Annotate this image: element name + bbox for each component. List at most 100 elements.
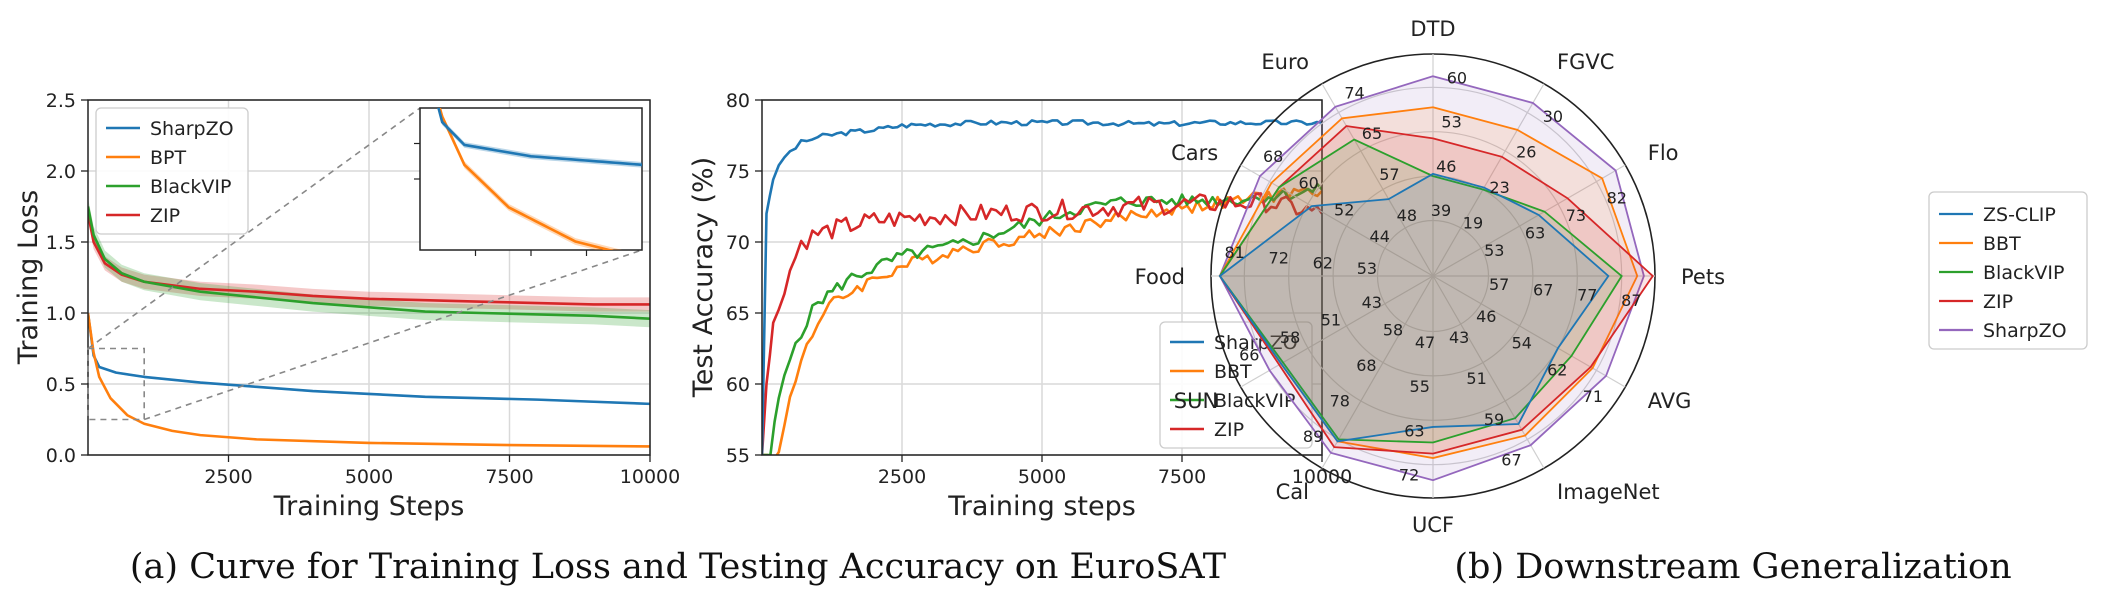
radar-ring-value: 39 xyxy=(1431,201,1451,220)
radar-ring-value: 26 xyxy=(1516,143,1536,162)
radar-axis-label-imagenet: ImageNet xyxy=(1557,480,1660,504)
acc-ylabel: Test Accuracy (%) xyxy=(688,157,719,398)
radar-axis-label-pets: Pets xyxy=(1681,265,1725,289)
caption-a: (a) Curve for Training Loss and Testing … xyxy=(130,547,1226,587)
radar-series xyxy=(1218,75,1654,482)
radar-ring-value: 43 xyxy=(1449,328,1469,347)
radar-ring-value: 74 xyxy=(1344,83,1364,102)
radar-ring-value: 51 xyxy=(1466,369,1486,388)
loss-ylabel: Training Loss xyxy=(13,190,44,365)
radar-ring-value: 77 xyxy=(1577,286,1597,305)
radar-ring-value: 67 xyxy=(1533,280,1553,299)
radar-ring-value: 30 xyxy=(1543,107,1563,126)
radar-ring-value: 89 xyxy=(1303,427,1323,446)
radar-axis-label-cars: Cars xyxy=(1171,141,1218,165)
radar-ring-value: 46 xyxy=(1476,307,1496,326)
radar-spoke xyxy=(1240,164,1434,277)
blackvip-line xyxy=(88,206,650,320)
loss-xlabel: Training Steps xyxy=(273,491,465,522)
radar-legend-label-zs-clip: ZS-CLIP xyxy=(1983,204,2056,226)
radar-ring-value: 72 xyxy=(1269,248,1289,267)
radar-legend-label-blackvip: BlackVIP xyxy=(1983,262,2064,284)
acc-axis-ticks: 2500 5000 7500 10000 55 60 65 70 75 80 xyxy=(726,90,1352,488)
radar-ring-value: 82 xyxy=(1607,189,1627,208)
zs-clip-radar-area xyxy=(1218,172,1610,443)
inset-series xyxy=(437,108,642,250)
radar-ring-value: 58 xyxy=(1383,320,1403,339)
radar-ring-value: 63 xyxy=(1404,421,1424,440)
x-tick-label: 7500 xyxy=(1158,466,1206,488)
loss-legend: SharpZO BPT BlackVIP ZIP xyxy=(95,107,249,235)
radar-ring-value: 71 xyxy=(1583,387,1603,406)
y-tick-label: 2.5 xyxy=(46,90,76,112)
training-loss-chart: 2500 5000 7500 10000 0.0 0.5 1.0 1.5 2.0 2.5 Trai… xyxy=(13,90,680,522)
loss-axis-ticks: 2500 5000 7500 10000 0.0 0.5 1.0 1.5 2.0 2.5 xyxy=(46,90,680,488)
y-tick-label: 80 xyxy=(726,90,750,112)
radar-ring-value: 63 xyxy=(1525,223,1545,242)
radar-ring-value: 54 xyxy=(1512,334,1532,353)
radar-ring-value: 66 xyxy=(1239,345,1259,364)
radar-ring-value: 55 xyxy=(1410,377,1430,396)
radar-ring-value: 46 xyxy=(1436,157,1456,176)
radar-ring-value: 23 xyxy=(1489,178,1509,197)
sharpzo-line xyxy=(762,119,1322,455)
y-tick-label: 0.0 xyxy=(46,445,76,467)
y-tick-label: 70 xyxy=(726,232,750,254)
radar-ring-value: 68 xyxy=(1356,356,1376,375)
bbt-radar-area xyxy=(1218,106,1639,459)
radar-ring-value: 47 xyxy=(1415,333,1435,352)
bpt-inset-band xyxy=(438,108,623,250)
radar-ring-value: 53 xyxy=(1441,113,1461,132)
bpt-inset-line xyxy=(438,108,614,250)
radar-ring-value: 44 xyxy=(1370,227,1390,246)
radar-spoke xyxy=(1432,83,1545,277)
radar-ring-value: 43 xyxy=(1362,293,1382,312)
y-tick-label: 65 xyxy=(726,303,750,325)
radar-grid xyxy=(1210,53,1656,499)
caption-b: (b) Downstream Generalization xyxy=(1454,547,2011,587)
zip-line xyxy=(88,213,650,306)
radar-ring-value: 53 xyxy=(1357,259,1377,278)
zip-line xyxy=(762,192,1322,455)
x-tick-label: 5000 xyxy=(1018,466,1066,488)
y-tick-label: 60 xyxy=(726,374,750,396)
radar-ring-value: 78 xyxy=(1330,391,1350,410)
loss-zoom-inset xyxy=(87,107,643,421)
x-tick-label: 10000 xyxy=(620,466,680,488)
y-tick-label: 1.5 xyxy=(46,232,76,254)
zoom-connector xyxy=(87,107,421,350)
radar-legend-label-bbt: BBT xyxy=(1983,233,2021,255)
radar-ring-value: 62 xyxy=(1547,360,1567,379)
radar-ring-value: 67 xyxy=(1501,451,1521,470)
inset-frame xyxy=(419,107,643,251)
radar-legend-label-zip: ZIP xyxy=(1983,291,2013,313)
radar-legend-label-sharpzo: SharpZO xyxy=(1983,320,2067,342)
radar-axis-label-fgvc: FGVC xyxy=(1557,50,1614,74)
bpt-line xyxy=(88,312,650,448)
loss-legend-label-sharpzo: SharpZO xyxy=(150,118,234,140)
radar-spoke xyxy=(1240,275,1434,388)
radar-ring-value: 60 xyxy=(1299,174,1319,193)
acc-legend-label-blackvip: BlackVIP xyxy=(1214,390,1295,412)
radar-ring-value: 53 xyxy=(1484,241,1504,260)
loss-legend-label-zip: ZIP xyxy=(150,205,180,227)
radar-axis-label-flo: Flo xyxy=(1648,141,1679,165)
sharpzo-radar-area xyxy=(1218,75,1645,482)
radar-ring-value: 59 xyxy=(1484,410,1504,429)
loss-legend-box xyxy=(95,107,249,235)
radar-spoke xyxy=(1321,275,1434,469)
loss-legend-label-blackvip: BlackVIP xyxy=(150,176,231,198)
y-tick-label: 1.0 xyxy=(46,303,76,325)
radar-legend: ZS-CLIP BBT BlackVIP ZIP SharpZO xyxy=(1928,191,2088,350)
radar-spoke xyxy=(1321,83,1434,277)
radar-ring-value: 52 xyxy=(1334,200,1354,219)
radar-ring-value: 87 xyxy=(1621,291,1641,310)
radar-axis-label-euro: Euro xyxy=(1261,50,1309,74)
radar-ring-value: 72 xyxy=(1399,465,1419,484)
y-tick-label: 2.0 xyxy=(46,161,76,183)
y-tick-label: 75 xyxy=(726,161,750,183)
radar-axis-label-dtd: DTD xyxy=(1410,17,1455,41)
radar-ring-value: 57 xyxy=(1489,275,1509,294)
radar-spoke xyxy=(1432,164,1626,277)
